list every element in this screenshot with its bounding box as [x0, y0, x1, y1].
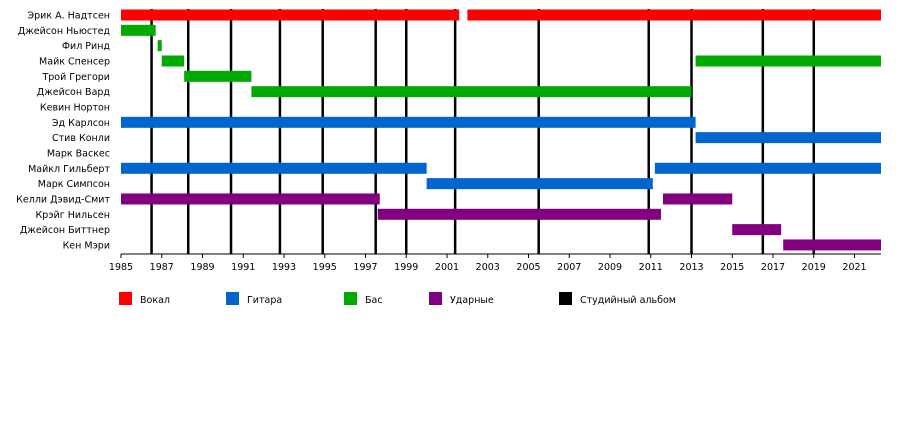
x-tick-label: 2011 [639, 262, 663, 273]
member-label: Кевин Нортон [40, 102, 110, 113]
x-tick-label: 1997 [353, 262, 377, 273]
member-label: Майк Спенсер [39, 56, 110, 67]
x-tick-label: 1991 [231, 262, 255, 273]
member-bar-drums [783, 239, 881, 251]
member-bar-vocals [121, 9, 460, 21]
member-bar-bass [251, 86, 692, 98]
member-label: Кен Мэри [63, 240, 110, 251]
member-bar-guitar [121, 162, 427, 174]
member-label: Эрик А. Надтсен [28, 11, 110, 22]
legend-swatch-bass [344, 292, 357, 305]
member-bar-bass [121, 24, 156, 36]
member-label: Джейсон Биттнер [20, 225, 110, 236]
member-label: Келли Дэвид-Смит [16, 194, 110, 205]
member-label: Джейсон Вард [37, 87, 111, 98]
member-bar-bass [161, 55, 185, 67]
x-tick-label: 2019 [802, 262, 826, 273]
legend-swatch-album [559, 292, 572, 305]
x-tick-label: 2013 [679, 262, 703, 273]
member-bar-drums [732, 224, 782, 236]
member-label: Трой Грегори [41, 72, 110, 83]
member-bar-drums [377, 208, 661, 220]
x-tick-label: 1985 [109, 262, 133, 273]
legend-label-bass: Бас [365, 295, 383, 306]
x-tick-label: 2015 [720, 262, 744, 273]
member-bar-guitar [695, 132, 881, 144]
member-bar-guitar [121, 116, 696, 128]
member-bar-bass [184, 70, 252, 82]
x-tick-label: 2009 [598, 262, 622, 273]
member-bar-drums [662, 193, 733, 205]
legend-label-guitar: Гитара [247, 295, 282, 306]
member-label: Марк Васкес [47, 148, 110, 159]
x-tick-label: 2007 [557, 262, 581, 273]
legend-label-album: Студийный альбом [580, 295, 676, 306]
member-bar-guitar [426, 178, 653, 190]
member-label: Майкл Гильберт [28, 164, 110, 175]
member-bar-drums [121, 193, 380, 205]
legend-swatch-drums [429, 292, 442, 305]
x-tick-label: 2017 [761, 262, 785, 273]
member-bar-bass [695, 55, 881, 67]
legend-label-vocals: Вокал [140, 295, 170, 306]
x-tick-label: 2005 [516, 262, 540, 273]
member-bar-vocals [467, 9, 881, 21]
x-tick-label: 2001 [435, 262, 459, 273]
member-label: Фил Ринд [62, 41, 111, 52]
legend-label-drums: Ударные [450, 295, 494, 306]
x-tick-label: 1993 [272, 262, 296, 273]
member-label: Эд Карлсон [52, 118, 110, 129]
x-tick-label: 1987 [150, 262, 174, 273]
member-bar-bass [157, 40, 162, 52]
x-tick-label: 1999 [394, 262, 418, 273]
member-label: Стив Конли [52, 133, 110, 144]
legend-swatch-guitar [226, 292, 239, 305]
x-tick-label: 2003 [476, 262, 500, 273]
x-tick-label: 1995 [313, 262, 337, 273]
member-label: Марк Симпсон [38, 179, 110, 190]
legend-swatch-vocals [119, 292, 132, 305]
member-label: Джейсон Ньюстед [18, 26, 111, 37]
x-tick-label: 1989 [190, 262, 214, 273]
member-bar-guitar [654, 162, 881, 174]
x-tick-label: 2021 [842, 262, 866, 273]
member-label: Крэйг Нильсен [36, 210, 110, 221]
